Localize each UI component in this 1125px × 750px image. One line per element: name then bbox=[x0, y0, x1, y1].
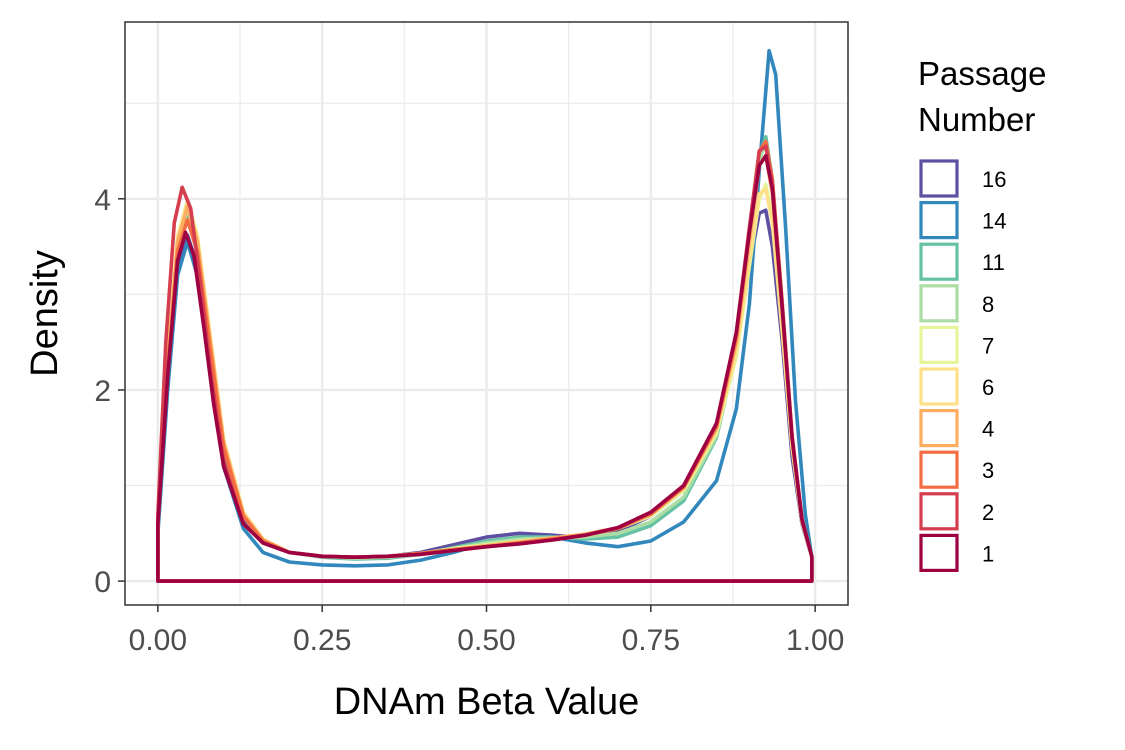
x-tick-label: 0.50 bbox=[457, 624, 515, 657]
y-tick-label: 2 bbox=[94, 375, 111, 408]
axes: 0.00 0.25 0.50 0.75 1.00 0 2 4 bbox=[94, 184, 844, 657]
legend-key-passage-16 bbox=[919, 159, 959, 198]
legend-key-passage-14 bbox=[919, 201, 959, 240]
x-axis-title: DNAm Beta Value bbox=[334, 681, 640, 723]
x-tick-label: 0.75 bbox=[622, 624, 680, 657]
legend-title-line-2: Number bbox=[918, 101, 1035, 138]
legend-label-passage-7: 7 bbox=[982, 333, 994, 358]
legend-key-passage-6 bbox=[919, 367, 959, 406]
y-tick-label: 0 bbox=[94, 566, 111, 599]
y-axis-title: Density bbox=[24, 250, 66, 377]
legend-key-passage-11 bbox=[919, 242, 959, 281]
legend-label-passage-16: 16 bbox=[982, 167, 1006, 192]
legend-label-passage-6: 6 bbox=[982, 375, 994, 400]
legend-label-passage-4: 4 bbox=[982, 417, 994, 442]
density-curves bbox=[156, 48, 814, 583]
legend-label-passage-8: 8 bbox=[982, 292, 994, 317]
legend-key-passage-3 bbox=[919, 450, 959, 489]
legend-label-passage-14: 14 bbox=[982, 209, 1006, 234]
legend-key-passage-1 bbox=[919, 533, 959, 573]
density-curve-passage-1 bbox=[156, 154, 814, 583]
legend-label-passage-1: 1 bbox=[982, 541, 994, 566]
legend-label-passage-11: 11 bbox=[982, 250, 1005, 275]
x-tick-label: 0.00 bbox=[129, 624, 187, 657]
legend-key-passage-7 bbox=[919, 325, 959, 364]
legend-key-passage-8 bbox=[919, 284, 959, 323]
legend-label-passage-3: 3 bbox=[982, 458, 994, 483]
legend-items: 16 14 11 8 7 6 4 3 2 1 bbox=[919, 159, 1006, 573]
legend-title-line-1: Passage bbox=[918, 55, 1046, 92]
legend-label-passage-2: 2 bbox=[982, 500, 994, 525]
legend-key-passage-4 bbox=[919, 409, 959, 448]
y-tick-label: 4 bbox=[94, 184, 111, 217]
grid-lines bbox=[125, 22, 848, 605]
x-tick-label: 1.00 bbox=[786, 624, 844, 657]
legend: Passage Number 16 14 11 8 7 6 4 3 2 1 bbox=[918, 55, 1046, 573]
x-tick-label: 0.25 bbox=[293, 624, 351, 657]
legend-key-passage-2 bbox=[919, 492, 959, 531]
